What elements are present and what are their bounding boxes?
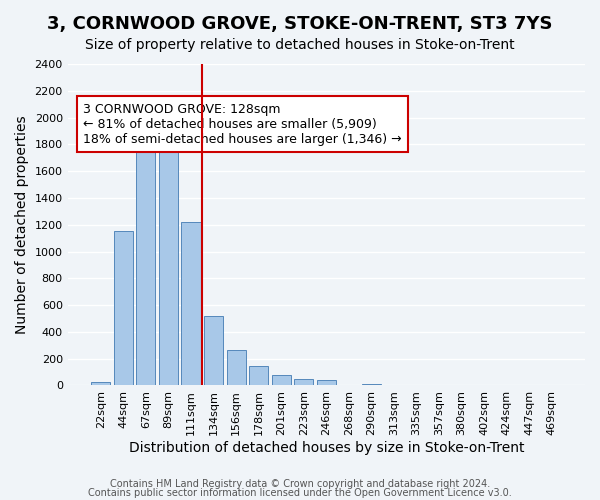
Bar <box>294 379 313 386</box>
Bar <box>204 316 223 386</box>
Bar <box>136 124 155 386</box>
Text: Size of property relative to detached houses in Stoke-on-Trent: Size of property relative to detached ho… <box>85 38 515 52</box>
X-axis label: Distribution of detached houses by size in Stoke-on-Trent: Distribution of detached houses by size … <box>128 441 524 455</box>
Text: 3, CORNWOOD GROVE, STOKE-ON-TRENT, ST3 7YS: 3, CORNWOOD GROVE, STOKE-ON-TRENT, ST3 7… <box>47 15 553 33</box>
Y-axis label: Number of detached properties: Number of detached properties <box>15 116 29 334</box>
Bar <box>317 380 336 386</box>
Bar <box>249 366 268 386</box>
Bar <box>227 350 245 386</box>
Text: Contains public sector information licensed under the Open Government Licence v3: Contains public sector information licen… <box>88 488 512 498</box>
Bar <box>114 231 133 386</box>
Bar <box>159 139 178 386</box>
Text: 3 CORNWOOD GROVE: 128sqm
← 81% of detached houses are smaller (5,909)
18% of sem: 3 CORNWOOD GROVE: 128sqm ← 81% of detach… <box>83 102 402 146</box>
Bar <box>272 375 291 386</box>
Bar <box>181 222 200 386</box>
Bar <box>362 384 381 386</box>
Text: Contains HM Land Registry data © Crown copyright and database right 2024.: Contains HM Land Registry data © Crown c… <box>110 479 490 489</box>
Bar <box>91 382 110 386</box>
